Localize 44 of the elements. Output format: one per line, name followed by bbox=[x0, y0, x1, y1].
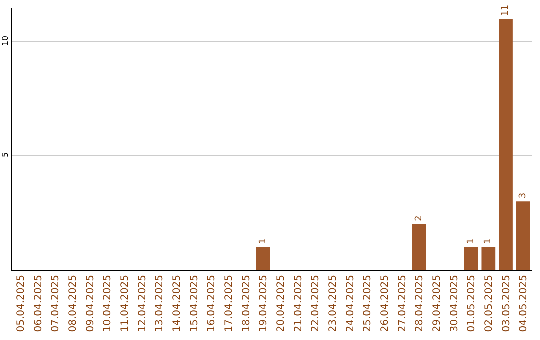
bar bbox=[464, 247, 478, 270]
bar bbox=[256, 247, 270, 270]
x-tick-label: 12.04.2025 bbox=[137, 275, 148, 332]
data-label: 3 bbox=[518, 192, 528, 199]
x-tick-label: 17.04.2025 bbox=[224, 275, 235, 332]
data-label: 1 bbox=[484, 238, 494, 244]
x-tick-label: 14.04.2025 bbox=[172, 275, 183, 332]
bar bbox=[412, 224, 426, 270]
x-tick-label: 25.04.2025 bbox=[362, 275, 374, 332]
x-tick-label: 07.04.2025 bbox=[50, 275, 62, 332]
x-tick-label: 02.05.2025 bbox=[484, 275, 495, 332]
x-tick-label: 16.04.2025 bbox=[206, 275, 218, 332]
x-tick-label: 10.04.2025 bbox=[102, 275, 114, 332]
data-label: 11 bbox=[501, 4, 511, 16]
data-label: 1 bbox=[258, 238, 268, 244]
x-tick-label: 13.04.2025 bbox=[154, 275, 166, 332]
x-tick-label: 18.04.2025 bbox=[241, 275, 252, 332]
x-tick-label: 22.04.2025 bbox=[310, 275, 322, 332]
x-tick-label: 20.04.2025 bbox=[276, 275, 287, 332]
x-tick-label: 29.04.2025 bbox=[432, 275, 443, 332]
data-label: 1 bbox=[466, 238, 476, 244]
x-tick-label: 28.04.2025 bbox=[414, 275, 426, 332]
x-tick-label: 01.05.2025 bbox=[466, 275, 478, 332]
x-tick-label: 15.04.2025 bbox=[189, 275, 200, 332]
bar bbox=[516, 202, 530, 270]
x-tick-label: 08.04.2025 bbox=[68, 275, 79, 332]
x-tick-label: 27.04.2025 bbox=[397, 275, 408, 332]
x-tick-label: 26.04.2025 bbox=[380, 275, 391, 332]
x-tick-label: 21.04.2025 bbox=[293, 275, 304, 332]
data-label: 2 bbox=[414, 216, 424, 222]
y-tick-label: 10 bbox=[0, 36, 10, 46]
bar bbox=[499, 19, 513, 270]
bar bbox=[482, 247, 496, 270]
x-tick-label: 06.04.2025 bbox=[33, 275, 44, 332]
x-tick-label: 04.05.2025 bbox=[518, 275, 530, 332]
x-tick-label: 30.04.2025 bbox=[449, 275, 460, 332]
x-tick-label: 05.04.2025 bbox=[16, 275, 27, 332]
x-tick-label: 24.04.2025 bbox=[345, 275, 356, 332]
x-tick-label: 19.04.2025 bbox=[258, 275, 270, 332]
x-tick-label: 03.05.2025 bbox=[501, 275, 512, 332]
x-tick-label: 09.04.2025 bbox=[85, 275, 96, 332]
y-tick-label: 5 bbox=[0, 152, 10, 158]
x-tick-label: 11.04.2025 bbox=[120, 275, 131, 332]
x-tick-label: 23.04.2025 bbox=[328, 275, 339, 332]
